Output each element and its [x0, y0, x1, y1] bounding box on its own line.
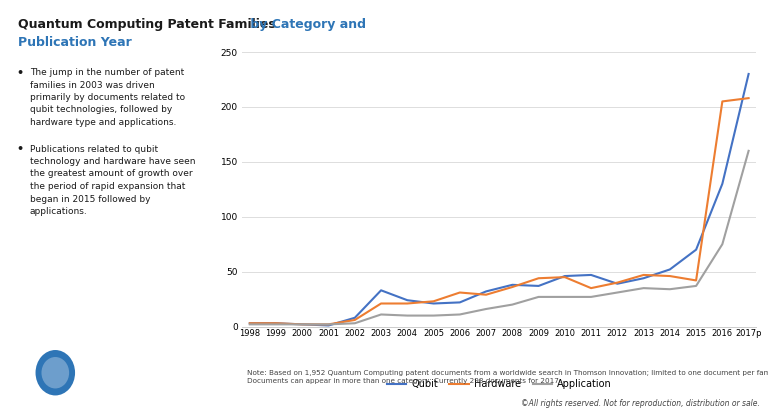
Text: began in 2015 followed by: began in 2015 followed by	[30, 195, 151, 203]
FancyArrow shape	[23, 342, 41, 377]
Text: the period of rapid expansion that: the period of rapid expansion that	[30, 182, 185, 191]
Circle shape	[41, 357, 69, 389]
Text: qubit technologies, followed by: qubit technologies, followed by	[30, 106, 172, 114]
Text: by Category and: by Category and	[246, 18, 366, 31]
Text: families in 2003 was driven: families in 2003 was driven	[30, 81, 154, 89]
Text: the greatest amount of growth over: the greatest amount of growth over	[30, 169, 193, 178]
Text: applications.: applications.	[30, 207, 88, 216]
Text: Publications related to qubit: Publications related to qubit	[30, 144, 158, 154]
Text: Note: Based on 1,952 Quantum Computing patent documents from a worldwide search : Note: Based on 1,952 Quantum Computing p…	[247, 370, 768, 384]
Text: ©All rights reserved. Not for reproduction, distribution or sale.: ©All rights reserved. Not for reproducti…	[521, 399, 760, 408]
Text: primarily by documents related to: primarily by documents related to	[30, 93, 185, 102]
Legend: Qubit, Hardware, Application: Qubit, Hardware, Application	[383, 375, 615, 393]
Text: Quantum Computing Patent Families: Quantum Computing Patent Families	[18, 18, 276, 31]
Circle shape	[34, 348, 77, 397]
Text: Publication Year: Publication Year	[18, 36, 132, 49]
Text: technology and hardware have seen: technology and hardware have seen	[30, 157, 196, 166]
Text: •: •	[16, 68, 23, 78]
Text: hardware type and applications.: hardware type and applications.	[30, 118, 177, 127]
Text: •: •	[16, 144, 23, 154]
Text: The jump in the number of patent: The jump in the number of patent	[30, 68, 184, 77]
